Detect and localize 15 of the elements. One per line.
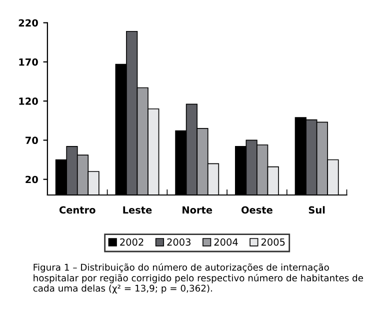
legend-label: 2004 bbox=[214, 238, 238, 246]
legend-label: 2002 bbox=[120, 238, 144, 246]
x-tick-label: Sul bbox=[308, 206, 325, 214]
x-tick-label: Norte bbox=[182, 206, 212, 214]
legend-label: 2003 bbox=[167, 238, 190, 246]
y-tick-label: 170 bbox=[19, 58, 38, 66]
x-tick-label: Oeste bbox=[242, 206, 272, 214]
x-tick-label: Centro bbox=[59, 206, 96, 214]
x-tick-label: Leste bbox=[123, 206, 152, 214]
text: Figura 1 – Distribuição do número de autorizações de internação hospitalar por região corrigido pelo respectivo número de habitantes de cada uma delas (χ² = 13,9; p = 0,362). bbox=[33, 263, 364, 294]
legend-label: 2005 bbox=[261, 238, 285, 246]
y-tick-label: 70 bbox=[26, 136, 38, 144]
y-tick-label: 220 bbox=[18, 19, 38, 27]
y-tick-label: 120 bbox=[19, 98, 38, 105]
y-tick-label: 20 bbox=[26, 176, 38, 184]
